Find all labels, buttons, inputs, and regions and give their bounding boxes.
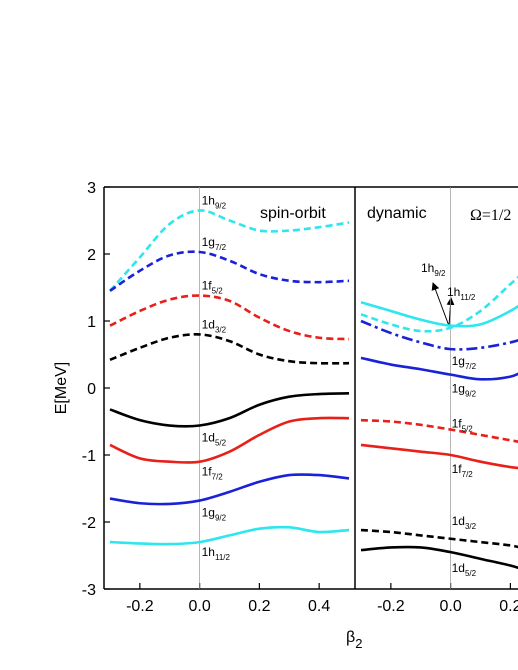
curve-label: 1d3/2 [202, 317, 227, 334]
curve-label-sub: 11/2 [460, 293, 476, 302]
curve-label: 1g7/2 [452, 354, 477, 371]
curve [109, 473, 350, 506]
curve-label-sub: 5/2 [212, 287, 224, 296]
curve-label-sub: 7/2 [215, 243, 227, 252]
curve-label-main: 1f [202, 279, 213, 293]
curve [109, 209, 350, 292]
curve [360, 275, 518, 333]
curve-label-main: 1f [452, 417, 463, 431]
curve-label-sub: 7/2 [212, 473, 224, 482]
curve-label-sub: 9/2 [215, 201, 227, 210]
curve-label-main: 1d [452, 514, 465, 528]
curve-label-sub: 7/2 [462, 470, 474, 479]
x-tick-label: 0.0 [188, 598, 210, 615]
x-tick-label: 0.2 [248, 598, 270, 615]
curve [360, 319, 518, 351]
curve-label-main: 1h [202, 193, 215, 207]
curve-label: 1d5/2 [202, 431, 227, 448]
curve-label: 1f7/2 [452, 462, 474, 479]
curve-label-main: 1f [452, 462, 463, 476]
curve-label-main: 1d [452, 561, 465, 575]
curve-label-main: 1d [202, 431, 215, 445]
y-tick-label: -3 [82, 582, 96, 599]
curve-label: 1f7/2 [202, 465, 224, 482]
curve-label: 1h11/2 [447, 285, 476, 302]
y-tick-label: 0 [87, 381, 96, 398]
curve-label-main: 1h [421, 261, 434, 275]
y-tick-label: 1 [87, 314, 96, 331]
curve-label-main: 1g [452, 354, 465, 368]
x-axis-label-sub: 2 [355, 636, 362, 651]
y-axis-label: E[MeV] [53, 362, 70, 414]
plot-area [360, 275, 518, 570]
curve [360, 545, 518, 570]
x-tick-label: -0.2 [126, 598, 154, 615]
annotation: Ω=1/2 [470, 207, 511, 224]
curve-label-sub: 9/2 [434, 269, 446, 278]
y-tick-label: 2 [87, 247, 96, 264]
curve-label-sub: 9/2 [465, 390, 477, 399]
curve [109, 250, 350, 292]
curve-label-sub: 5/2 [465, 569, 477, 578]
curve [360, 300, 518, 328]
curve-label: 1h9/2 [202, 193, 227, 210]
curve-label-sub: 5/2 [215, 439, 227, 448]
curve-label: 1h9/2 [421, 261, 446, 278]
curve-label-sub: 5/2 [462, 425, 474, 434]
curve-label-sub: 7/2 [465, 362, 477, 371]
curve-label: 1d3/2 [452, 514, 477, 531]
curve-label: 1d5/2 [452, 561, 477, 578]
panel-title: spin-orbit [260, 205, 326, 222]
curve-label: 1f5/2 [202, 279, 224, 296]
y-tick-label: -2 [82, 515, 96, 532]
curve [109, 525, 350, 546]
curve-label: 1h11/2 [202, 545, 231, 562]
x-tick-label: -0.2 [377, 598, 405, 615]
curve-label-sub: 9/2 [215, 514, 227, 523]
curve [109, 294, 350, 341]
curve-label-main: 1h [202, 545, 215, 559]
curve-label-sub: 11/2 [215, 553, 231, 562]
curve [360, 356, 518, 381]
x-axis-label: β2 [346, 629, 362, 651]
panel-title: dynamic [367, 205, 427, 222]
curve-label-main: 1g [452, 382, 465, 396]
curve-label: 1g9/2 [202, 506, 227, 523]
curve-label-main: 1f [202, 465, 213, 479]
y-tick-label: 3 [87, 180, 96, 197]
curve-label: 1f5/2 [452, 417, 474, 434]
x-axis-label-main: β [346, 629, 355, 646]
curve-label-main: 1h [447, 285, 460, 299]
curve-label: 1g9/2 [452, 382, 477, 399]
curve-label-main: 1g [202, 506, 215, 520]
curve-label-main: 1g [202, 235, 215, 249]
y-tick-label: -1 [82, 448, 96, 465]
x-tick-label: 0.4 [308, 598, 330, 615]
curve [360, 528, 518, 549]
curve-label: 1g7/2 [202, 235, 227, 252]
curve [109, 416, 350, 464]
curve-label-sub: 3/2 [465, 522, 477, 531]
curve [109, 332, 350, 365]
x-tick-label: 0.2 [499, 598, 518, 615]
curve [360, 418, 518, 443]
curve-label-main: 1d [202, 317, 215, 331]
plot-area [109, 209, 350, 546]
curve [109, 392, 350, 428]
curve [360, 443, 518, 470]
curve-label-sub: 3/2 [215, 325, 227, 334]
x-tick-label: 0.0 [439, 598, 461, 615]
